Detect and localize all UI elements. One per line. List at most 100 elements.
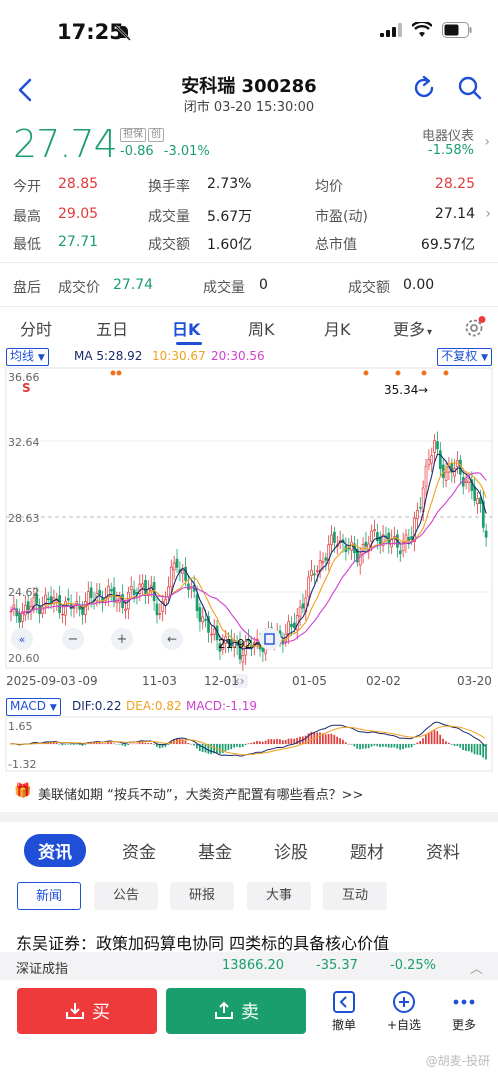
x-label: 01-05 [292,674,327,688]
index-bar[interactable]: 深证成指 13866.20 -35.37 -0.25% ︿ [0,952,498,980]
tab-intraday[interactable]: 分时 [20,320,53,339]
ma-select[interactable]: 均线 ▼ [6,348,49,366]
chevron-right-icon[interactable]: › [484,134,490,150]
tab-news-info[interactable]: 资讯 [24,834,86,867]
tab-profile[interactable]: 资料 [426,843,460,863]
event-dot[interactable] [395,370,401,376]
macd-bar [50,742,52,744]
subtab-interaction[interactable]: 互动 [323,882,387,910]
candle [433,440,436,453]
macd-bar [473,744,476,755]
tab-weekly-k[interactable]: 周K [248,320,275,339]
macd-bar [144,742,147,744]
watermark: @胡麦-投研 [425,1054,490,1068]
divider [0,262,498,263]
chevron-right-icon[interactable]: › [485,206,491,222]
news-headline[interactable]: 东吴证券：政策加码算电协同 四类标的具备核心价值 [16,934,390,952]
candle [427,459,431,466]
macd-bar [130,743,132,745]
scroll-left-button[interactable] [161,628,183,650]
stat-turnover: 2.73% [207,176,252,192]
tab-diagnosis[interactable]: 诊股 [274,843,308,863]
buy-button[interactable]: 买 [17,988,157,1034]
stat-label: 换手率 [148,179,190,195]
macd-bar [70,744,72,745]
fast-back-button[interactable] [11,628,33,650]
macd-bar [224,744,227,752]
adjustment-select[interactable]: 不复权 ▼ [437,348,492,366]
drag-handle[interactable]: ‹› [232,674,248,688]
candle [23,604,27,616]
macd-bar [384,744,387,747]
x-label: 02-02 [366,674,401,688]
event-dot[interactable] [421,370,427,376]
refresh-icon[interactable] [410,74,438,102]
candle [418,507,422,509]
buy-label: 买 [92,1002,110,1023]
subtab-news[interactable]: 新闻 [17,882,81,910]
macd-bar [425,734,427,744]
more-button[interactable]: 更多 [440,990,488,1033]
macd-bar [250,742,253,744]
ah-amt-label: 成交额 [348,280,390,296]
tab-monthly-k[interactable]: 月K [324,320,351,339]
tab-five-day[interactable]: 五日 [96,320,129,339]
ah-price-label: 成交价 [58,280,100,296]
macd-bar [236,744,238,747]
candle [327,544,331,564]
status-icons [380,22,472,38]
tag-guarantee: 担保 [120,128,146,142]
subtab-announcements[interactable]: 公告 [94,882,158,910]
news-ticker[interactable]: 🎁 美联储如期 “按兵不动”，大类资产配置有哪些看点？>> [0,778,498,808]
tab-daily-k[interactable]: 日K [172,320,201,339]
macd-bar [370,744,373,747]
candle [112,587,116,603]
candle [38,605,41,615]
tab-topics[interactable]: 题材 [350,843,384,863]
latest-button[interactable] [259,628,281,650]
tab-funds-flow[interactable]: 资金 [122,843,156,863]
candle [473,486,477,501]
tab-more[interactable]: 更多 ▾ [393,316,432,340]
add-watchlist-button[interactable]: +自选 [380,990,428,1033]
candle [416,510,419,520]
event-dot[interactable] [116,370,122,376]
macd-chart[interactable]: 1.65 -1.32 [0,716,498,772]
macd-bar [442,738,444,744]
macd-bar [58,744,61,745]
candle [330,534,333,546]
macd-bar [470,744,473,753]
event-dot[interactable] [110,370,116,376]
back-icon[interactable] [12,74,40,106]
search-icon[interactable] [456,74,484,102]
candle [373,529,376,532]
macd-bar [187,743,190,744]
macd-bar [390,744,393,748]
candle [124,608,127,611]
macd-select[interactable]: MACD ▼ [6,698,61,716]
settings-icon[interactable] [462,316,486,340]
subtab-research[interactable]: 研报 [170,882,234,910]
cancel-order-button[interactable]: 撤单 [320,990,368,1033]
chevron-up-icon[interactable]: ︿ [470,962,484,977]
stock-tags: 担保 创 [120,128,164,142]
tab-funds[interactable]: 基金 [198,843,232,863]
candle [41,606,44,614]
event-dot[interactable] [443,370,449,376]
macd-bar [218,744,221,754]
sector-name[interactable]: 电器仪表 [421,129,474,144]
chart-tabs: 分时 五日 日K 周K 月K 更多 ▾ [0,308,498,345]
candle [355,548,359,563]
zoom-out-button[interactable] [62,628,84,650]
macd-bar [453,744,456,746]
candle [64,601,67,616]
kline-chart[interactable]: 36.66 32.64 28.63 24.62 20.60 S 35.34 → … [0,366,498,672]
macd-bar [115,744,118,745]
candle [307,576,311,597]
event-dot[interactable] [363,370,369,376]
macd-bar [178,738,181,744]
zoom-in-button[interactable] [111,628,133,650]
sell-button[interactable]: 卖 [166,988,306,1034]
subtab-events[interactable]: 大事 [247,882,311,910]
candle [413,517,416,543]
